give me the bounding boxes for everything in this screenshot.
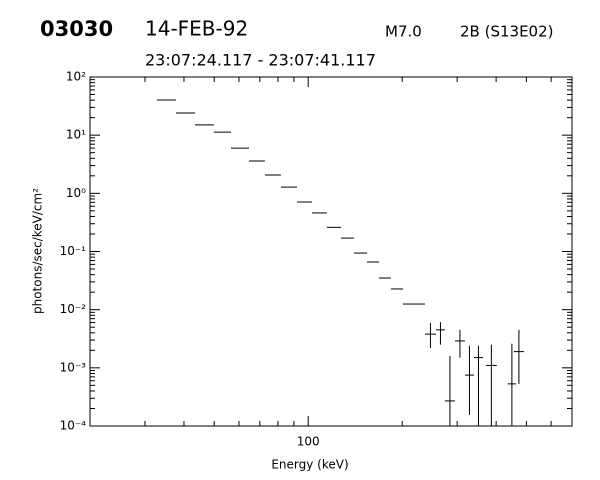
plot-frame [89, 76, 573, 427]
event-id: 03030 [40, 17, 113, 41]
y-tick-label: 10⁰ [66, 186, 86, 200]
date: 14-FEB-92 [145, 17, 248, 41]
y-tick-label: 10⁻⁴ [60, 419, 87, 433]
y-tick-label: 10¹ [66, 128, 86, 142]
time-range: 23:07:24.117 - 23:07:41.117 [145, 51, 376, 70]
x-tick-label: 100 [297, 435, 320, 449]
flare-class: 2B (S13E02) [460, 23, 553, 41]
y-tick-label: 10² [66, 70, 86, 84]
y-axis-label: photons/sec/keV/cm² [31, 188, 45, 314]
y-tick-label: 10⁻³ [60, 360, 87, 374]
x-axis-label: Energy (keV) [271, 458, 348, 472]
y-tick-label: 10⁻¹ [60, 244, 87, 258]
y-tick-label: 10⁻² [60, 302, 87, 316]
goes-class: M7.0 [385, 23, 422, 41]
